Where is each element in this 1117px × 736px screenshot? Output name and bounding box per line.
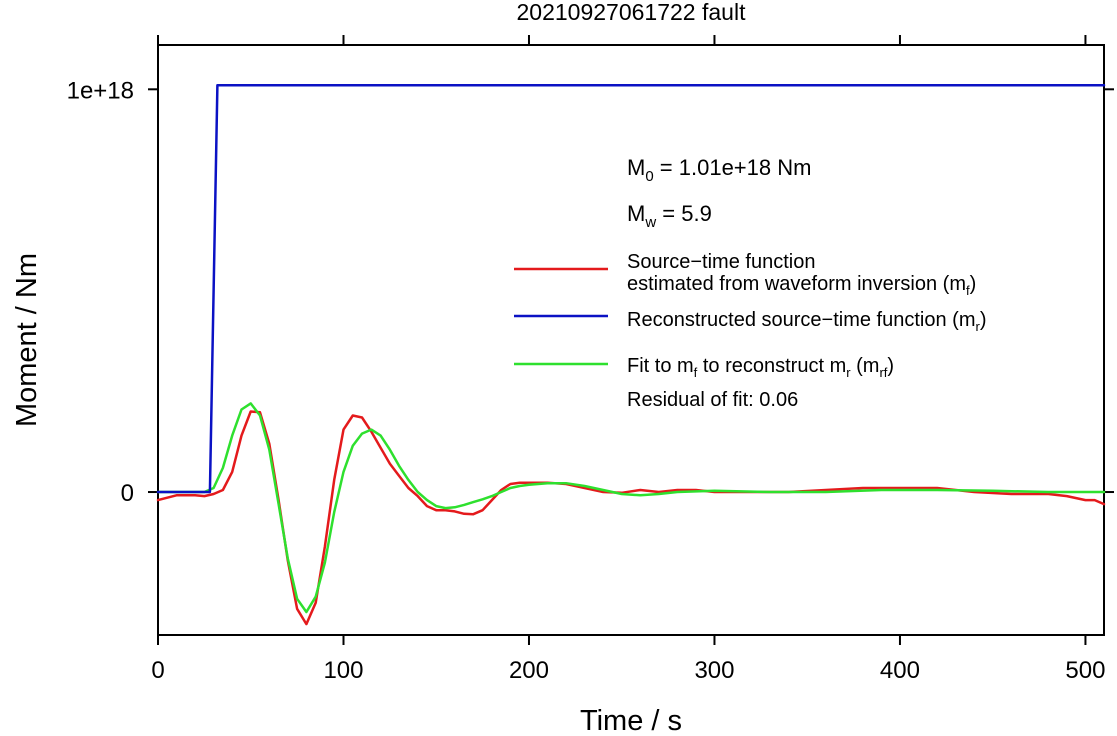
x-axis-title: Time / s bbox=[580, 705, 682, 736]
legend-label-reconstructed: Reconstructed source−time function (mr) bbox=[627, 309, 987, 334]
y-tick-label: 0 bbox=[121, 480, 134, 507]
x-tick-label: 400 bbox=[880, 657, 920, 684]
axis-ticks: 0 100 200 300 400 500 0 1e+18 bbox=[67, 35, 1114, 684]
series-red-line bbox=[156, 410, 1106, 626]
series-layer bbox=[156, 84, 1106, 626]
mw-annotation: Mw = 5.9 bbox=[627, 201, 712, 231]
legend-label-estimated-from-waveform: estimated from waveform inversion (mf) bbox=[627, 273, 976, 298]
legend-label-source-time-function: Source−time function bbox=[627, 251, 815, 273]
y-axis-title: Moment / Nm bbox=[11, 253, 43, 427]
plot-frame bbox=[157, 44, 1105, 636]
chart-title: 20210927061722 fault bbox=[517, 0, 747, 25]
series-blue-line bbox=[156, 84, 1106, 494]
x-tick-label: 200 bbox=[509, 657, 549, 684]
legend: Source−time function estimated from wave… bbox=[514, 251, 987, 411]
residual-annotation: Residual of fit: 0.06 bbox=[627, 389, 798, 411]
x-tick-label: 300 bbox=[694, 657, 734, 684]
m0-annotation: M0 = 1.01e+18 Nm bbox=[627, 155, 811, 185]
y-tick-label: 1e+18 bbox=[67, 77, 134, 104]
x-tick-label: 500 bbox=[1065, 657, 1105, 684]
x-tick-label: 100 bbox=[323, 657, 363, 684]
x-tick-label: 0 bbox=[151, 657, 164, 684]
series-green-line bbox=[156, 402, 1106, 614]
legend-label-fit: Fit to mf to reconstruct mr (mrf) bbox=[627, 355, 894, 380]
